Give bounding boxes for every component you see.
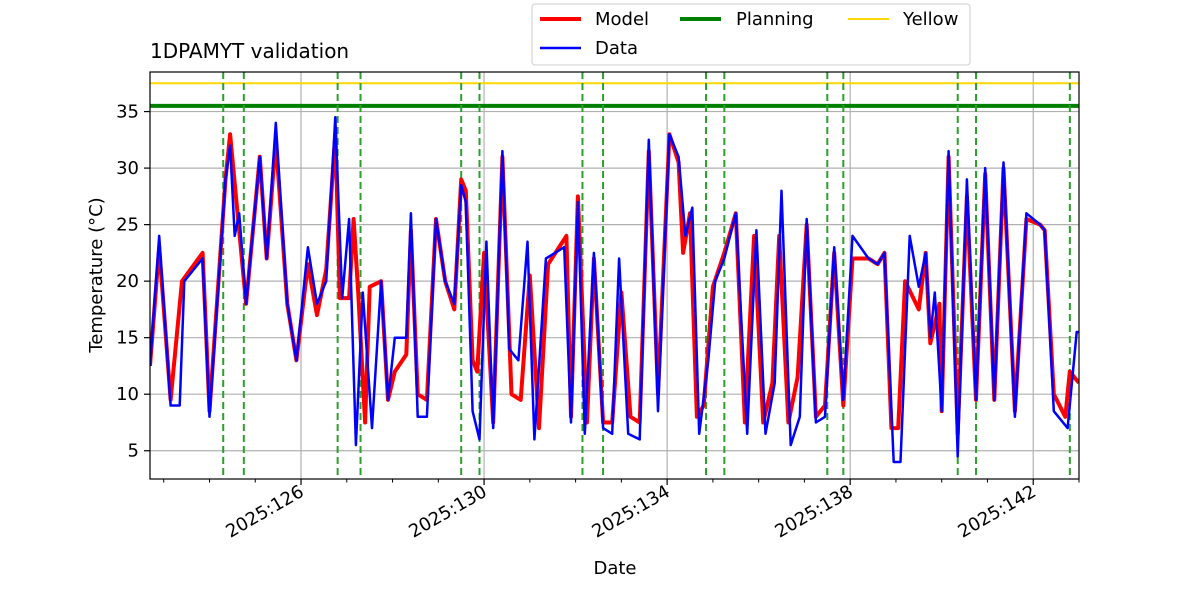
y-axis-label: Temperature (°C) <box>86 197 107 353</box>
chart-title: 1DPAMYT validation <box>150 39 349 63</box>
y-axis-ticks: 5 10 15 20 25 30 35 <box>116 102 150 462</box>
y-tick-label: 30 <box>116 158 139 179</box>
series-lines <box>150 115 1079 464</box>
x-tick-label: 2025:138 <box>772 481 857 542</box>
legend-label-yellow: Yellow <box>902 9 958 30</box>
legend-label-model: Model <box>595 9 649 30</box>
series-line-data <box>150 115 1079 464</box>
vertical-marker-lines <box>222 72 1071 479</box>
legend-label-planning: Planning <box>736 9 814 30</box>
y-tick-label: 5 <box>128 441 139 462</box>
y-tick-label: 35 <box>116 102 139 123</box>
legend: Model Data Planning Yellow <box>531 3 971 66</box>
x-tick-label: 2025:130 <box>405 481 490 542</box>
plot-frame <box>149 71 1080 480</box>
x-axis-ticks: 2025:126 2025:130 2025:134 2025:138 2025:142 <box>163 479 1080 542</box>
x-tick-label: 2025:142 <box>955 481 1040 542</box>
y-tick-label: 20 <box>116 271 139 292</box>
x-tick-label: 2025:134 <box>588 481 673 542</box>
legend-label-data: Data <box>595 38 638 59</box>
y-tick-label: 25 <box>116 215 139 236</box>
horizontal-reference-lines <box>150 82 1079 108</box>
y-tick-label: 15 <box>116 328 139 349</box>
x-axis-label: Date <box>593 558 636 579</box>
y-tick-label: 10 <box>116 384 139 405</box>
x-tick-label: 2025:126 <box>222 481 307 542</box>
